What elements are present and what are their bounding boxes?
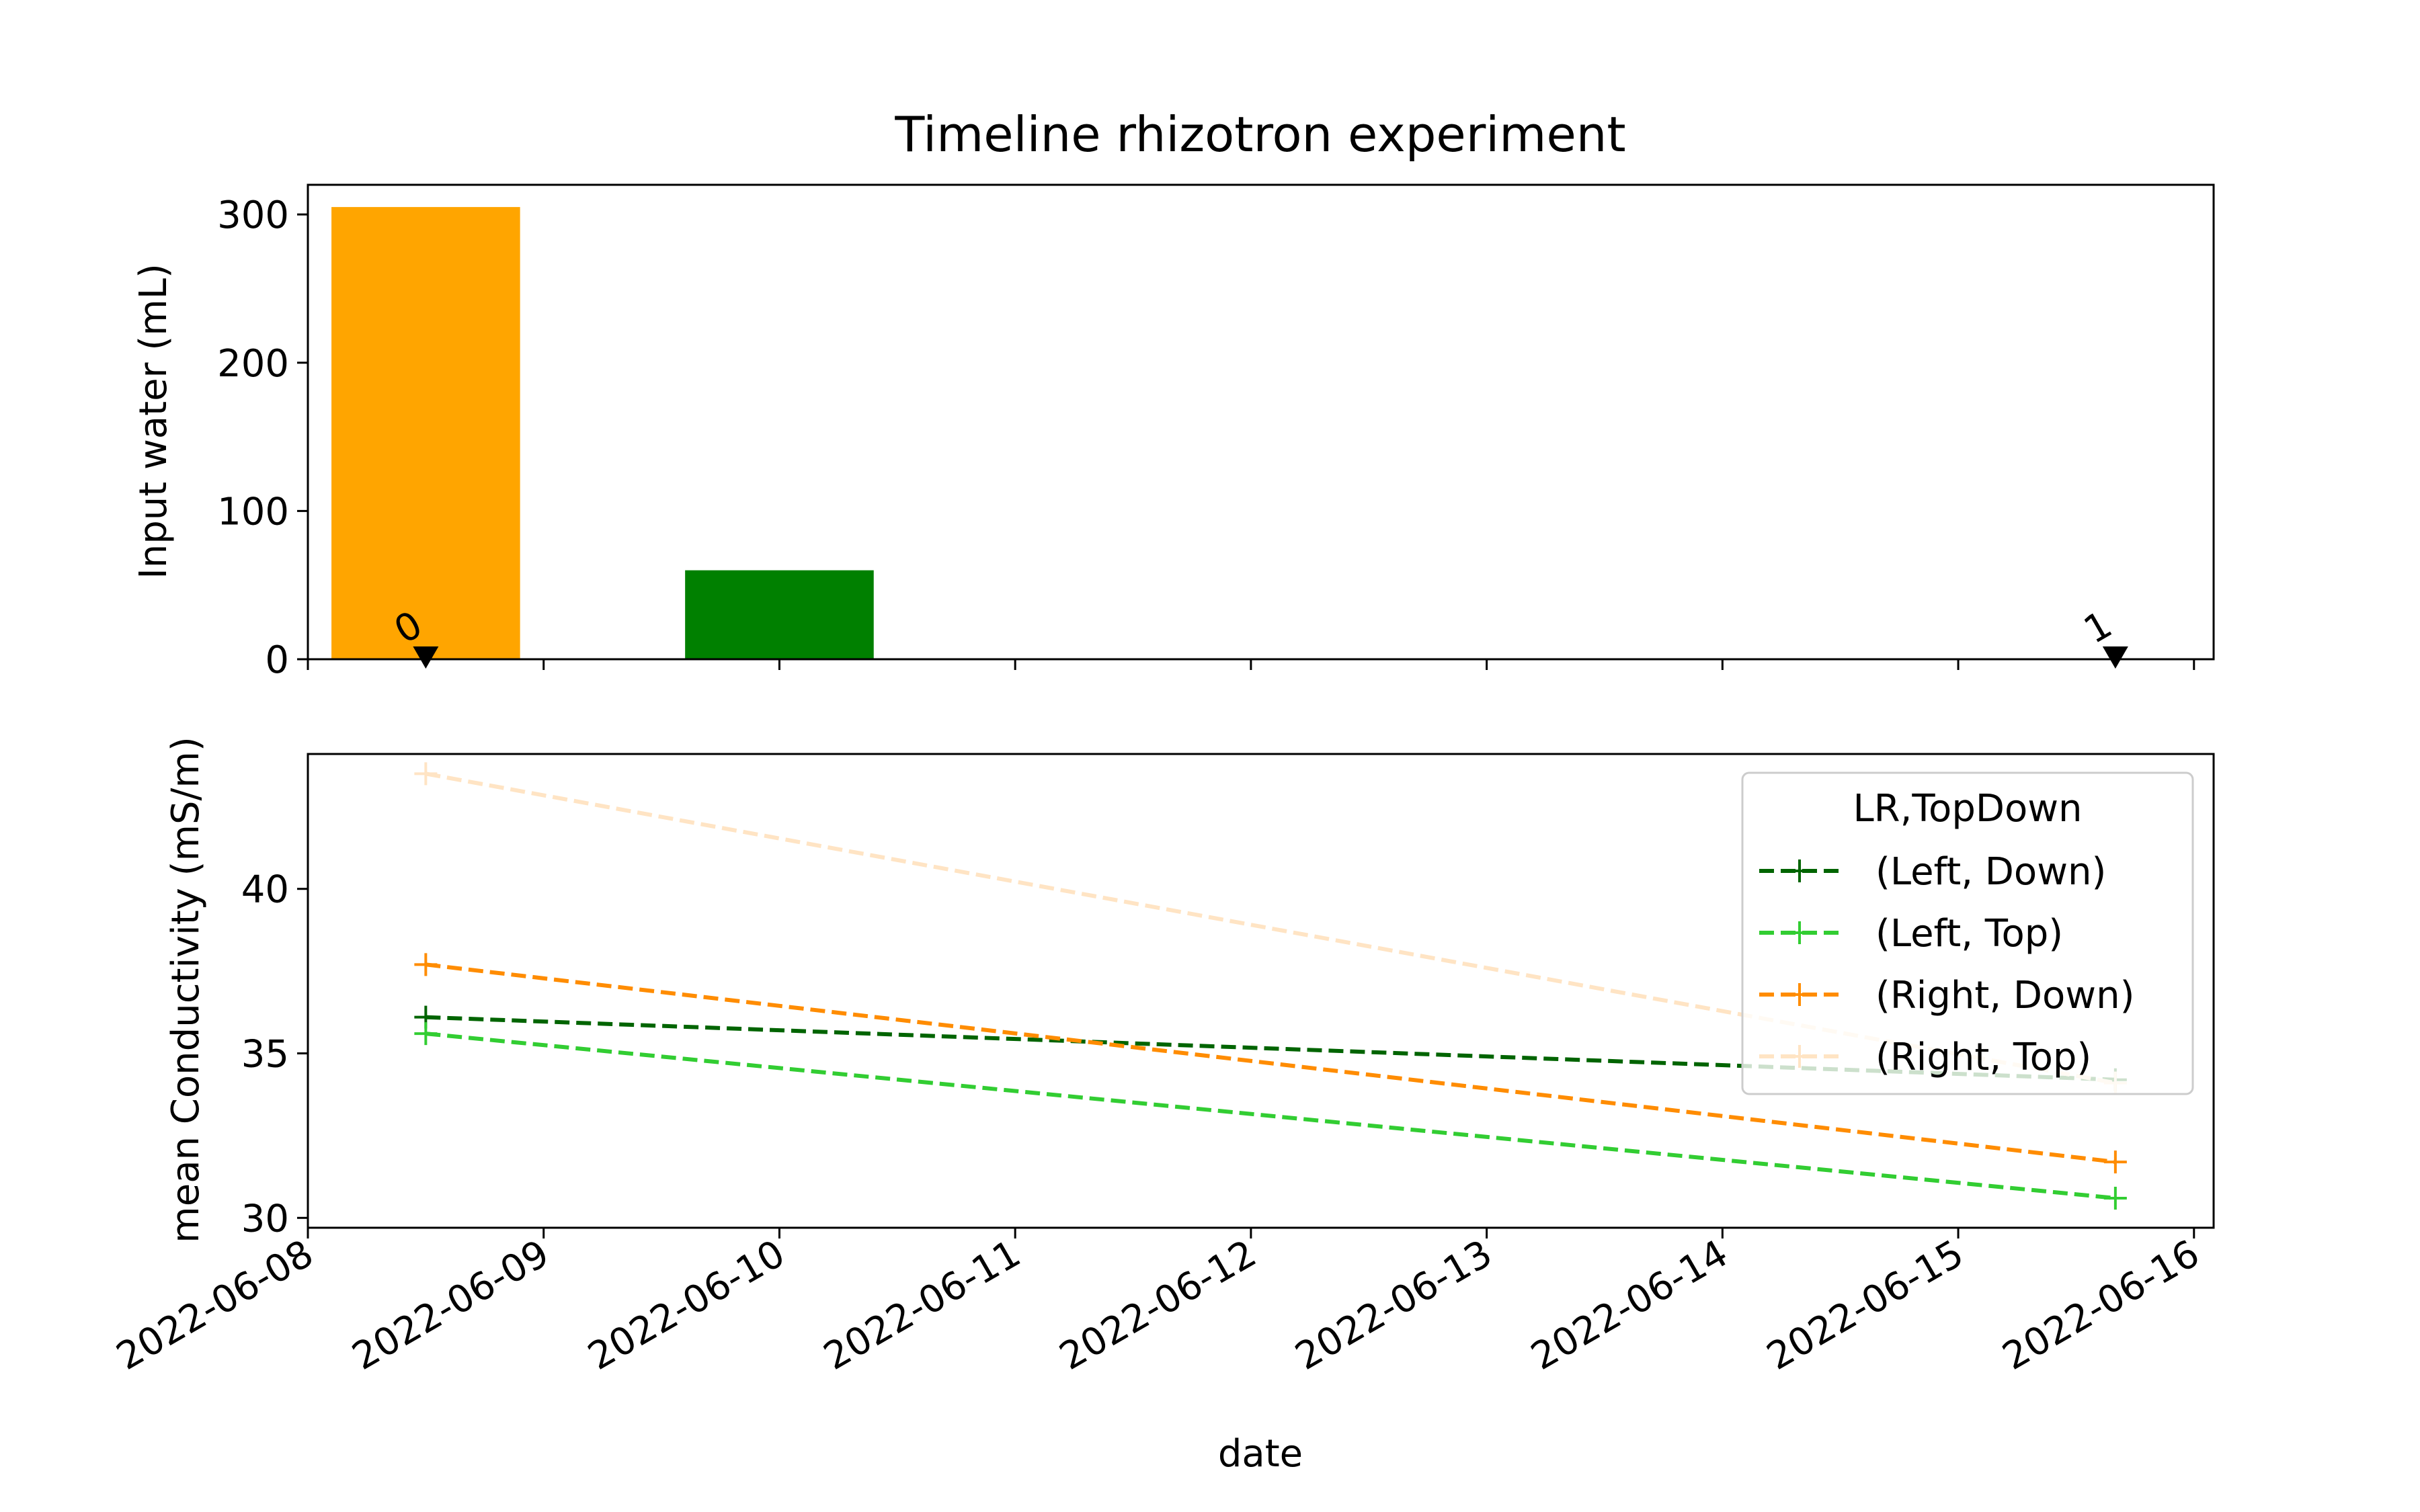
top-y-tick-label-1: 100 <box>217 490 289 534</box>
legend-marker-3 <box>1788 1045 1811 1068</box>
chart-title: Timeline rhizotron experiment <box>894 106 1625 163</box>
top-x-ticks <box>307 659 2195 670</box>
bottom-y-tick-label-0: 30 <box>241 1197 289 1241</box>
legend-label-2: (Right, Down) <box>1876 974 2134 1017</box>
top-y-ticks: 0 100 200 300 <box>217 194 308 682</box>
series-point-1-1 <box>2103 1186 2127 1210</box>
series-line-1 <box>426 1032 2116 1200</box>
legend-label-0: (Left, Down) <box>1876 850 2106 894</box>
legend-marker-0 <box>1788 859 1811 882</box>
series-point-2-1 <box>2103 1150 2127 1174</box>
bottom-axes-frame <box>307 753 2215 1229</box>
legend-label-1: (Left, Top) <box>1876 912 2063 956</box>
bottom-y-axis-label: mean Conductivity (mS/m) <box>164 737 208 1243</box>
legend-items: (Left, Down) (Left, Top) (Right, Down) (Rig… <box>1759 850 2134 1079</box>
series-point-3-0 <box>414 762 438 786</box>
bar-group <box>331 207 874 659</box>
event-marker-0 <box>413 646 439 669</box>
legend-marker-2 <box>1788 983 1811 1006</box>
legend-label-3: (Right, Top) <box>1876 1036 2091 1079</box>
series-line-2 <box>426 962 2116 1165</box>
bar-0 <box>331 207 520 659</box>
top-y-axis-label: Input water (mL) <box>132 263 175 579</box>
top-y-tick-label-0: 0 <box>265 638 289 682</box>
series-point-2-0 <box>414 953 438 976</box>
event-marker-1 <box>2102 646 2128 669</box>
legend-marker-1 <box>1788 921 1811 944</box>
top-y-tick-label-2: 200 <box>217 342 289 386</box>
bottom-y-tick-label-1: 35 <box>241 1033 289 1077</box>
bottom-y-tick-label-2: 40 <box>241 868 289 912</box>
top-y-tick-label-3: 300 <box>217 194 289 237</box>
top-axes-frame <box>307 183 2215 661</box>
x-axis-label: date <box>1218 1432 1303 1476</box>
bar-1 <box>685 570 874 659</box>
legend-frame <box>1741 771 2194 1095</box>
legend-title: LR,TopDown <box>1853 787 2082 831</box>
series-point-1-0 <box>414 1022 438 1046</box>
legend: LR,TopDown (Left, Down) (Left, Top) (Right… <box>1741 771 2194 1095</box>
bottom-y-ticks: 30 35 40 <box>241 868 308 1241</box>
